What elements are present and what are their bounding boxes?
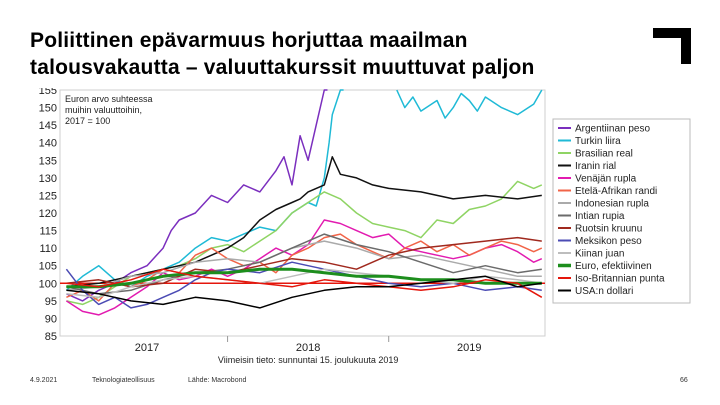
legend-label: Brasilian real [575, 149, 633, 160]
legend-label: Indonesian rupla [575, 199, 649, 210]
legend-label: USA:n dollari [575, 286, 633, 297]
chart-svg: 85 90 95 100 105 110 115 120 125 130 135 140 145 150 1… [39, 85, 691, 365]
y-tick-label: 100 [39, 278, 57, 290]
legend-label: Iranin rial [575, 161, 616, 172]
y-tick-label: 95 [45, 296, 57, 308]
x-tick-label: 2018 [296, 342, 320, 354]
legend-label: Intian rupia [575, 211, 625, 222]
y-tick-label: 150 [39, 103, 57, 115]
footer-date: 4.9.2021 [30, 377, 58, 384]
legend-label: Kiinan juan [575, 249, 624, 260]
y-tick-label: 105 [39, 261, 57, 273]
legend-label: Turkin liira [575, 136, 621, 147]
y-tick-label: 135 [39, 155, 57, 167]
series-line-10 [66, 236, 542, 288]
series-line-7 [66, 233, 543, 302]
page-title: Poliittinen epävarmuus horjuttaa maailma… [30, 27, 630, 81]
footer-source: Lähde: Macrobond [188, 377, 247, 384]
series-line-15 [66, 275, 542, 309]
y-tick-label: 140 [39, 138, 57, 150]
legend-label: Iso-Britannian punta [575, 274, 665, 285]
series-line-11 [65, 261, 542, 309]
x-tick-label: 2019 [457, 342, 481, 354]
footer-page-number: 66 [680, 377, 688, 384]
series-line-3 [396, 89, 543, 119]
series-line-13 [66, 267, 542, 289]
title-line-1: Poliittinen epävarmuus horjuttaa maailma… [30, 29, 468, 52]
series-line-14 [66, 268, 543, 298]
y-tick-label: 145 [39, 120, 57, 132]
y-tick-label: 90 [45, 313, 57, 325]
legend-label: Meksikon peso [575, 236, 642, 247]
legend-label: Euro, efektiivinen [575, 261, 652, 272]
title-line-2: talousvakautta – valuuttakurssit muuttuv… [30, 56, 535, 79]
y-tick-label: 115 [39, 226, 57, 238]
series-line-5 [66, 156, 542, 288]
exchange-rate-chart: 85 90 95 100 105 110 115 120 125 130 135 140 145 150 1… [30, 85, 700, 370]
series-line-12 [66, 268, 542, 299]
y-tick-label: 110 [39, 243, 57, 255]
series-line-6 [65, 219, 543, 316]
y-tick-label: 155 [39, 88, 57, 97]
y-tick-label: 125 [39, 190, 57, 202]
y-tick-label: 85 [45, 331, 57, 343]
footer-organization: Teknologiateollisuus [92, 377, 155, 384]
y-tick-label: 130 [39, 173, 57, 185]
legend-label: Ruotsin kruunu [575, 224, 642, 235]
legend-box [552, 118, 691, 304]
annotation-line: muihin valuuttoihin, [65, 105, 142, 115]
x-tick-label: 2017 [135, 342, 159, 354]
annotation-line: Euron arvo suhteessa [65, 94, 153, 104]
annotation-line: 2017 = 100 [65, 116, 110, 126]
y-tick-label: 120 [39, 208, 57, 220]
brand-corner-logo [653, 28, 691, 64]
legend-label: Etelä-Afrikan randi [575, 186, 657, 197]
plot-frame [59, 89, 546, 337]
legend-label: Argentiinan peso [575, 124, 650, 135]
last-data-note: Viimeisin tieto: sunnuntai 15. joulukuut… [218, 355, 398, 365]
annotation-box [61, 91, 171, 131]
legend-label: Venäjän rupla [575, 174, 637, 185]
